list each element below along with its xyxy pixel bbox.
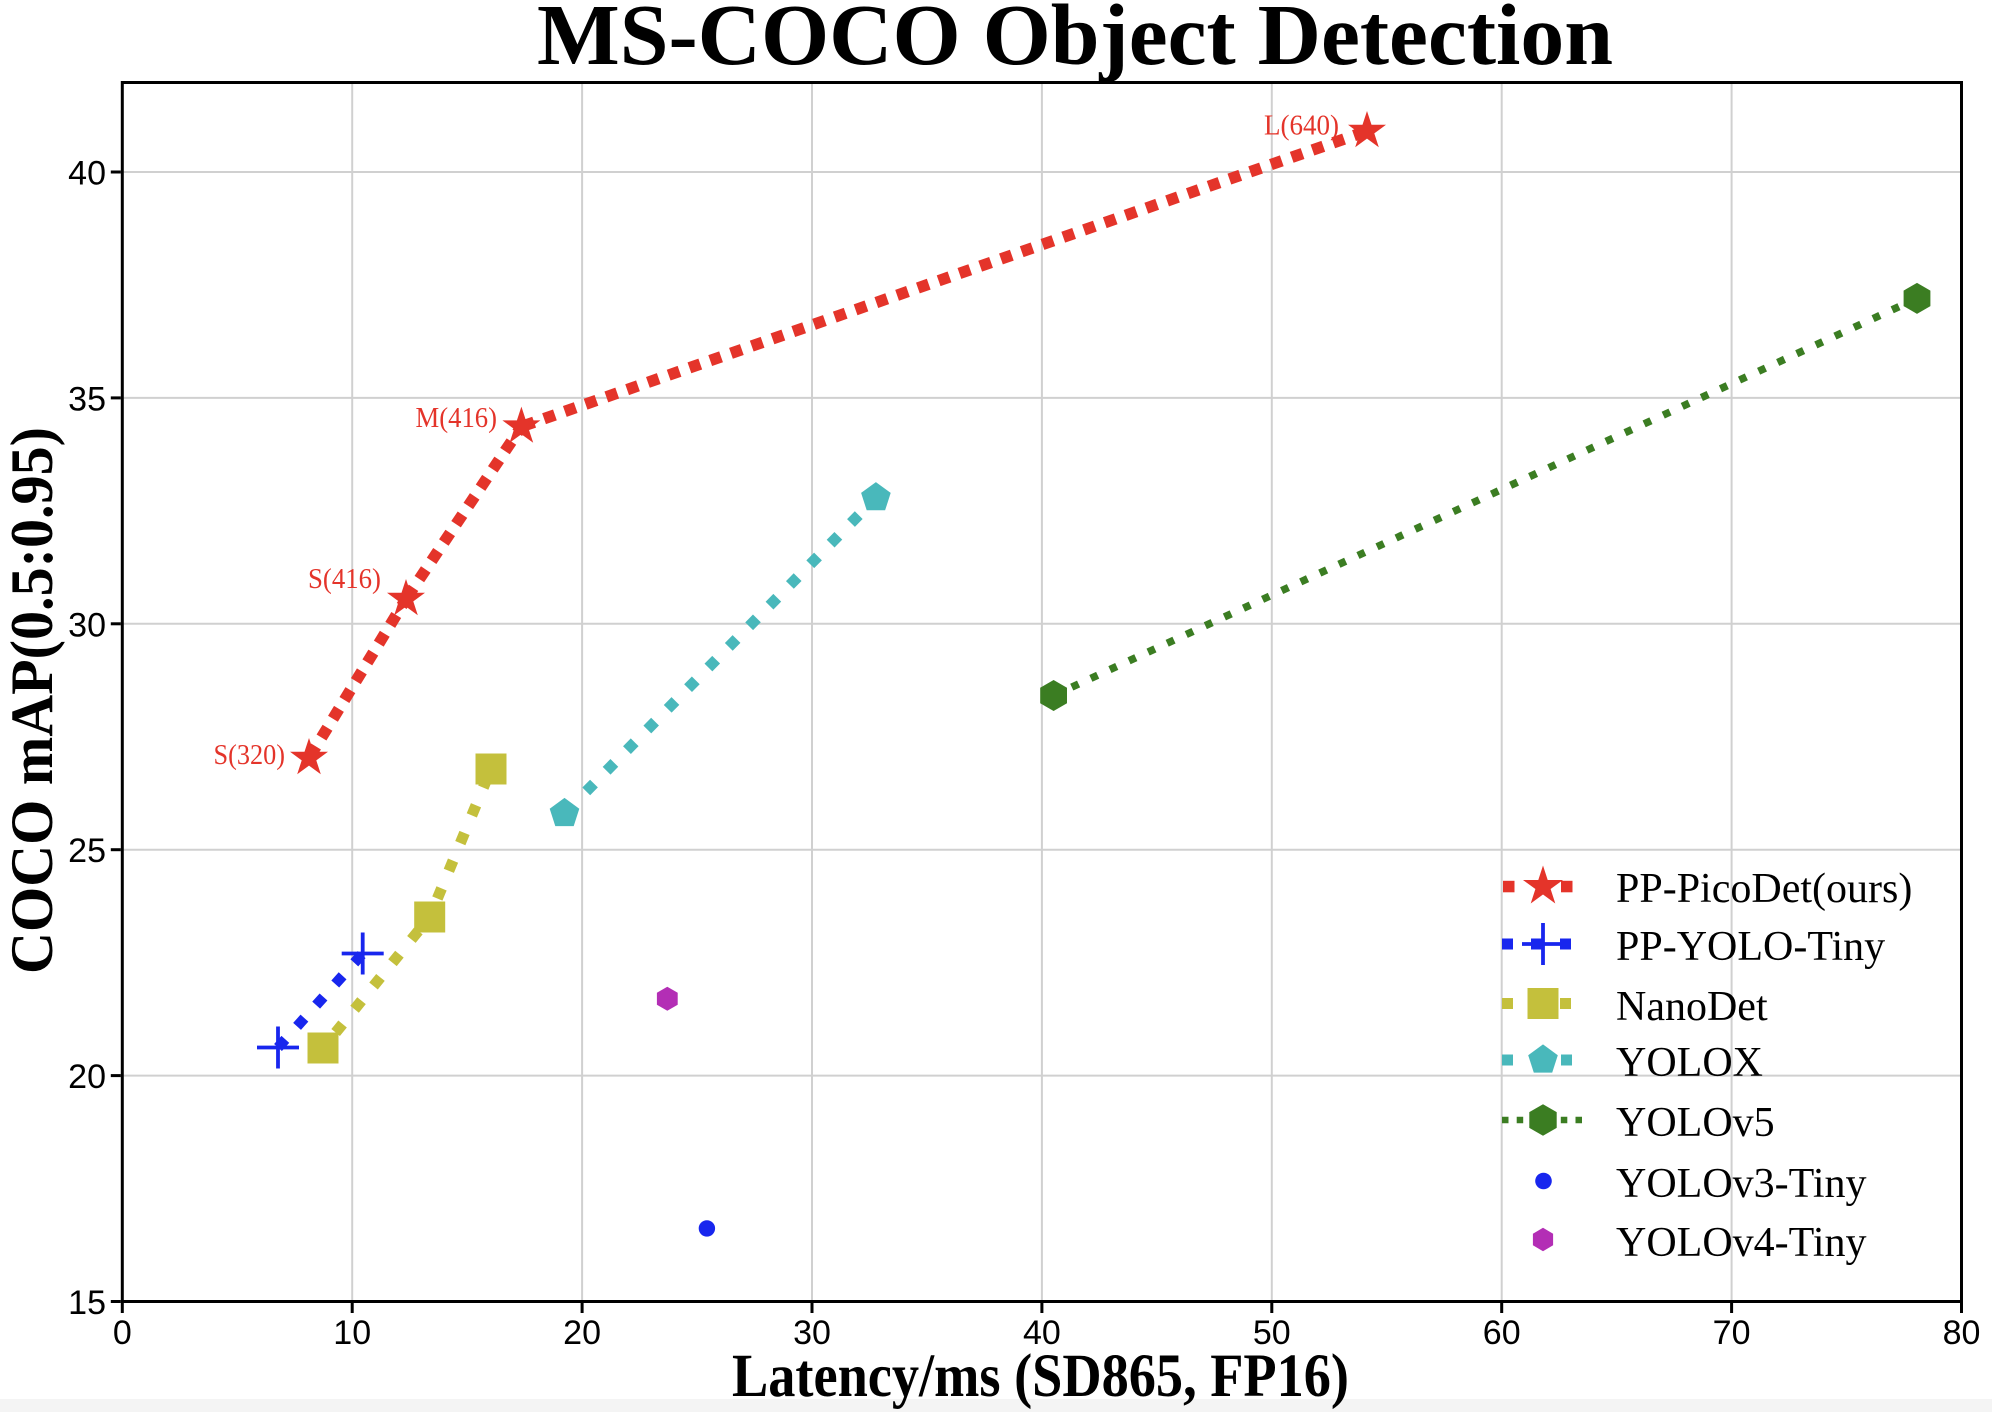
svg-text:60: 60 [1483, 1314, 1521, 1352]
svg-text:NanoDet: NanoDet [1616, 984, 1768, 1030]
svg-text:70: 70 [1713, 1314, 1751, 1352]
svg-text:YOLOv5: YOLOv5 [1616, 1100, 1775, 1146]
svg-text:40: 40 [68, 155, 106, 193]
svg-text:25: 25 [68, 832, 106, 870]
svg-text:15: 15 [68, 1284, 106, 1322]
svg-text:MS-COCO Object Detection: MS-COCO Object Detection [537, 0, 1613, 83]
svg-text:YOLOv4-Tiny: YOLOv4-Tiny [1616, 1220, 1866, 1266]
svg-text:YOLOX: YOLOX [1616, 1040, 1763, 1086]
svg-text:20: 20 [563, 1314, 601, 1352]
svg-text:COCO mAP(0.5:0.95): COCO mAP(0.5:0.95) [0, 427, 65, 974]
svg-text:L(640): L(640) [1264, 111, 1339, 142]
svg-text:YOLOv3-Tiny: YOLOv3-Tiny [1616, 1161, 1866, 1207]
svg-text:PP-PicoDet(ours): PP-PicoDet(ours) [1616, 866, 1912, 912]
svg-text:50: 50 [1253, 1314, 1291, 1352]
svg-text:40: 40 [1023, 1314, 1061, 1352]
svg-text:M(416): M(416) [416, 403, 498, 434]
svg-text:30: 30 [68, 606, 106, 644]
svg-text:10: 10 [333, 1314, 371, 1352]
svg-text:0: 0 [113, 1314, 132, 1352]
svg-text:20: 20 [68, 1058, 106, 1096]
svg-text:S(416): S(416) [308, 564, 381, 595]
svg-text:80: 80 [1943, 1314, 1981, 1352]
svg-text:35: 35 [68, 380, 106, 418]
svg-text:S(320): S(320) [214, 740, 286, 771]
svg-text:Latency/ms (SD865, FP16): Latency/ms (SD865, FP16) [732, 1343, 1349, 1410]
svg-text:PP-YOLO-Tiny: PP-YOLO-Tiny [1616, 924, 1885, 970]
svg-text:30: 30 [793, 1314, 831, 1352]
